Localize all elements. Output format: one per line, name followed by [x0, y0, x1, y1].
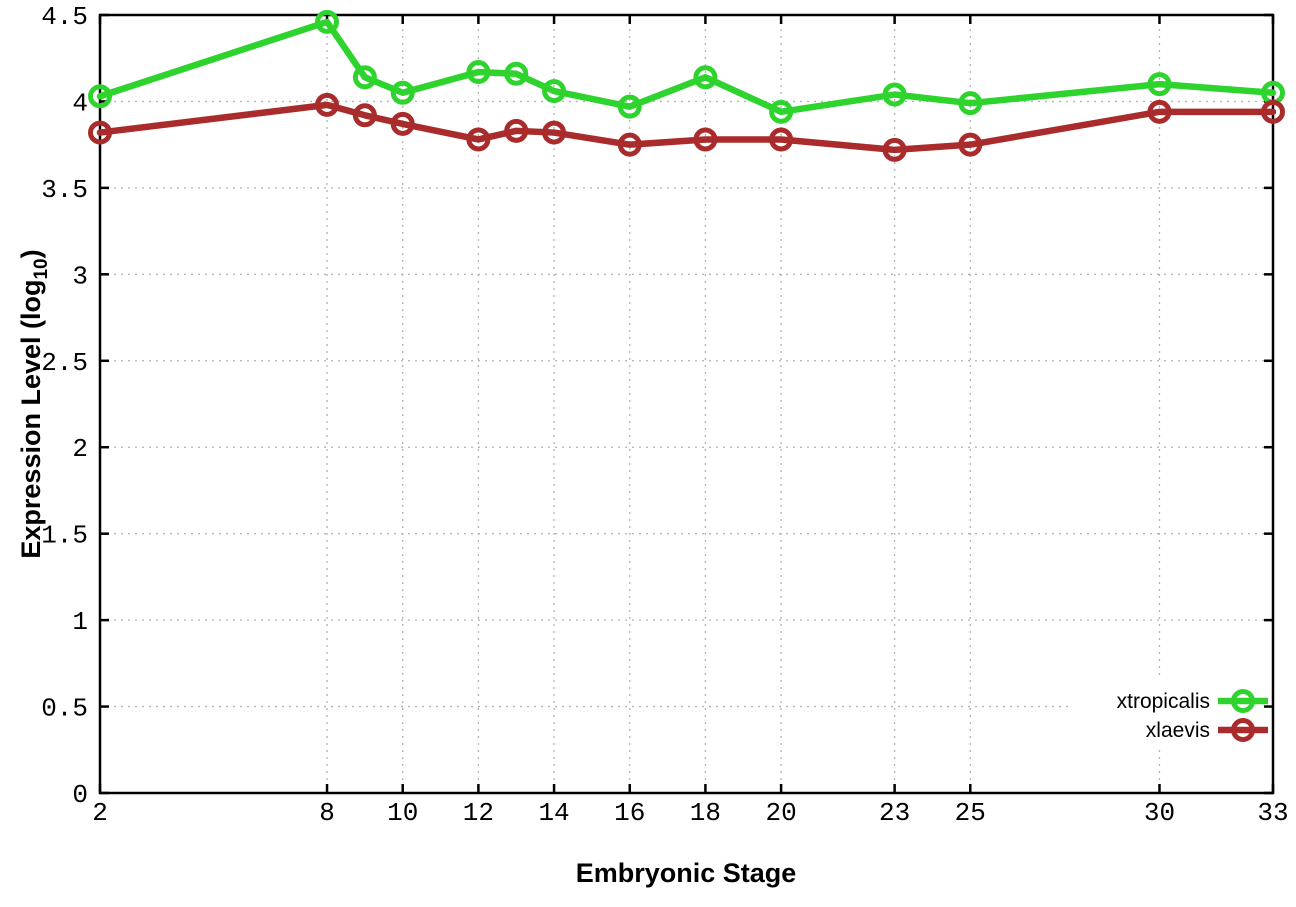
- x-tick-label-8: 8: [319, 798, 335, 828]
- y-tick-label-4.5: 4.5: [41, 2, 88, 32]
- point-xtropicalis-stage-20: [769, 99, 794, 124]
- y-axis-title-subscript: 10: [31, 258, 52, 279]
- legend-label-xlaevis: xlaevis: [1146, 719, 1210, 742]
- point-xtropicalis-stage-12: [466, 60, 491, 85]
- y-tick-label-2: 2: [72, 434, 88, 464]
- x-tick-label-12: 12: [463, 798, 494, 828]
- point-xlaevis-stage-30: [1147, 99, 1172, 124]
- y-tick-label-4: 4: [72, 88, 88, 118]
- point-xtropicalis-stage-16: [617, 94, 642, 119]
- gridlines: [100, 15, 1273, 793]
- point-xtropicalis-stage-9: [352, 65, 377, 90]
- point-xtropicalis-stage-8: [315, 9, 340, 34]
- y-axis-title-main: Expression Level (log: [16, 280, 46, 559]
- x-tick-label-25: 25: [955, 798, 986, 828]
- point-xlaevis-stage-18: [693, 127, 718, 152]
- series-line-xtropicalis: [96, 18, 1277, 116]
- plot-border: [98, 13, 1275, 795]
- x-tick-label-14: 14: [538, 798, 569, 828]
- y-tick-label-3: 3: [72, 261, 88, 291]
- legend-label-xtropicalis: xtropicalis: [1117, 690, 1210, 713]
- series-line-xlaevis: [96, 101, 1277, 154]
- legend-marker-xtropicalis: [1231, 689, 1255, 713]
- x-tick-label-23: 23: [879, 798, 910, 828]
- point-xlaevis-stage-20: [769, 127, 794, 152]
- x-tick-label-33: 33: [1257, 798, 1288, 828]
- legend-marker-xlaevis: [1231, 718, 1255, 742]
- axes-and-ticks: 2 8 10 12 14 16 18 20 23 25 30 33 0 0.5 1 1.5 2 2.5 3 3.5 4 4…: [41, 2, 1288, 828]
- point-xtropicalis-stage-25: [958, 91, 983, 116]
- y-axis-title-close: ): [16, 249, 46, 258]
- point-xlaevis-stage-9: [352, 103, 377, 128]
- point-xlaevis-stage-33: [1261, 99, 1285, 124]
- point-xlaevis-stage-16: [617, 132, 642, 157]
- x-tick-label-16: 16: [614, 798, 645, 828]
- y-tick-label-1.5: 1.5: [41, 521, 88, 551]
- x-tick-label-30: 30: [1144, 798, 1175, 828]
- point-xlaevis-stage-2: [88, 120, 112, 145]
- x-tick-label-20: 20: [765, 798, 796, 828]
- point-xlaevis-stage-10: [390, 111, 415, 136]
- point-xtropicalis-stage-14: [542, 79, 567, 104]
- y-tick-label-0.5: 0.5: [41, 694, 88, 724]
- point-xlaevis-stage-14: [542, 120, 567, 145]
- y-tick-label-1: 1: [72, 607, 88, 637]
- x-axis-title: Embryonic Stage: [576, 858, 797, 888]
- point-xlaevis-stage-8: [315, 92, 340, 117]
- point-xlaevis-stage-25: [958, 132, 983, 157]
- point-xlaevis-stage-12: [466, 127, 491, 152]
- point-xtropicalis-stage-2: [88, 84, 112, 109]
- point-xlaevis-stage-13: [504, 118, 529, 143]
- y-axis-title: Expression Level (log10): [16, 249, 52, 558]
- x-tick-label-10: 10: [387, 798, 418, 828]
- point-xtropicalis-stage-30: [1147, 72, 1172, 97]
- point-xtropicalis-stage-23: [882, 82, 907, 107]
- y-tick-label-0: 0: [72, 780, 88, 810]
- data-series: [88, 9, 1285, 162]
- point-xtropicalis-stage-18: [693, 65, 718, 90]
- point-xlaevis-stage-23: [882, 137, 907, 162]
- x-tick-label-18: 18: [690, 798, 721, 828]
- y-tick-label-2.5: 2.5: [41, 348, 88, 378]
- point-xtropicalis-stage-10: [390, 80, 415, 105]
- x-tick-label-2: 2: [92, 798, 108, 828]
- y-tick-label-3.5: 3.5: [41, 175, 88, 205]
- legend: xtropicalis xlaevis: [1117, 689, 1268, 742]
- point-xtropicalis-stage-13: [504, 61, 529, 86]
